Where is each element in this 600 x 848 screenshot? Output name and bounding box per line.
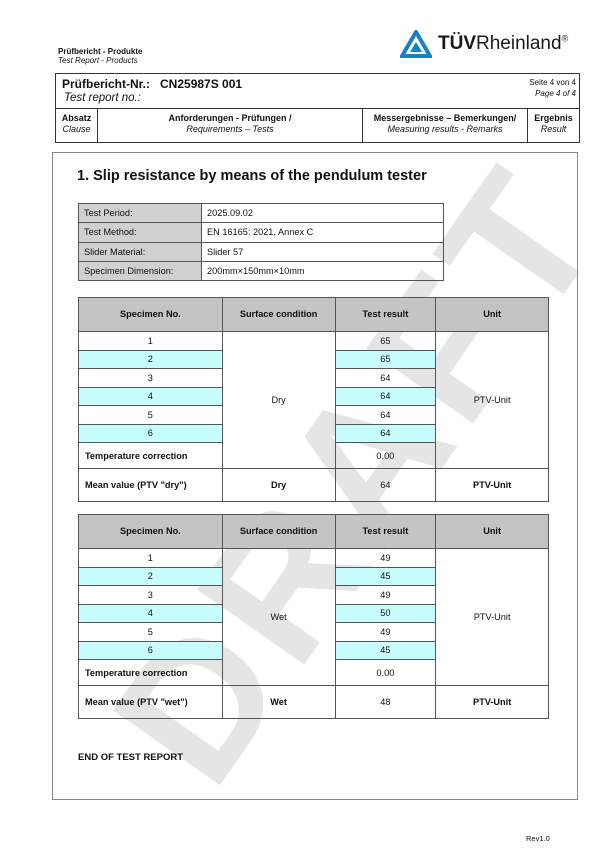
- page-indicator: Seite 4 von 4 Page 4 of 4: [529, 78, 576, 98]
- mean-condition: Dry: [221, 468, 336, 502]
- col-results: Messergebnisse – Bemerkungen/Measuring r…: [363, 109, 528, 142]
- table-row: 1 Dry 65 PTV-Unit: [78, 331, 549, 469]
- test-info-table: Test Period: 2025.09.02 Test Method: EN 16…: [78, 202, 444, 282]
- test-result: 50: [334, 603, 437, 623]
- test-result: 49: [334, 585, 437, 605]
- specimen-no: 5: [78, 622, 223, 642]
- temp-label: Temperature correction: [78, 659, 223, 686]
- col-clause: Absatz Clause: [56, 109, 98, 142]
- column-header: Specimen No.: [78, 514, 223, 549]
- specimen-no: 1: [78, 548, 223, 568]
- dry-results-table: Specimen No. Surface condition Test result…: [78, 297, 549, 502]
- table-row: 5 64: [78, 405, 549, 425]
- content-box: [52, 152, 578, 800]
- test-result: 64: [334, 423, 437, 443]
- test-result: 64: [334, 368, 437, 388]
- mean-value: 64: [334, 468, 437, 502]
- report-header-box: Prüfbericht-Nr.: CN25987S 001 Test report…: [55, 73, 580, 143]
- mean-value: 48: [334, 685, 437, 719]
- mean-condition: Wet: [221, 685, 336, 719]
- temp-value: 0.00: [334, 659, 437, 686]
- table-row: 5 49: [78, 622, 549, 642]
- end-of-report: END OF TEST REPORT: [78, 752, 184, 763]
- specimen-no: 2: [78, 349, 223, 369]
- specimen-no: 3: [78, 585, 223, 605]
- table-row: 2 65: [78, 349, 549, 369]
- column-header: Surface condition: [221, 297, 336, 332]
- info-row: Slider Material: Slider 57: [78, 241, 444, 262]
- report-no-label: Prüfbericht-Nr.:: [62, 77, 151, 91]
- mean-label: Mean value (PTV "dry"): [78, 468, 223, 502]
- specimen-no: 6: [78, 423, 223, 443]
- column-header: Test result: [334, 514, 437, 549]
- table-row: 2 45: [78, 566, 549, 586]
- test-result: 49: [334, 622, 437, 642]
- column-header: Unit: [435, 514, 549, 549]
- info-row: Specimen Dimension: 200mm×150mm×10mm: [78, 260, 444, 282]
- mean-unit: PTV-Unit: [435, 468, 549, 502]
- info-row: Test Method: EN 16165: 2021, Annex C: [78, 222, 444, 243]
- document-type: Prüfbericht - Produkte Test Report - Pro…: [58, 47, 142, 65]
- temperature-row: Temperature correction 0.00: [78, 442, 549, 469]
- table-header: Specimen No. Surface condition Test result…: [78, 297, 549, 332]
- column-header: Test result: [334, 297, 437, 332]
- specimen-no: 5: [78, 405, 223, 425]
- column-header: Surface condition: [221, 514, 336, 549]
- section-title: 1. Slip resistance by means of the pendu…: [77, 168, 427, 184]
- specimen-no: 6: [78, 640, 223, 660]
- mean-label: Mean value (PTV "wet"): [78, 685, 223, 719]
- col-verdict: Ergebnis Result: [534, 113, 573, 134]
- temperature-row: Temperature correction 0.00: [78, 659, 549, 686]
- report-no-label-en: Test report no.:: [64, 92, 141, 104]
- surface-condition: Wet: [221, 548, 336, 686]
- table-row: 1 Wet 49 PTV-Unit: [78, 548, 549, 686]
- test-result: 65: [334, 331, 437, 351]
- test-result: 45: [334, 566, 437, 586]
- doc-type-en: Test Report - Products: [58, 56, 138, 65]
- test-result: 49: [334, 548, 437, 568]
- test-result: 65: [334, 349, 437, 369]
- specimen-no: 2: [78, 566, 223, 586]
- test-result: 64: [334, 386, 437, 406]
- mean-row: Mean value (PTV "dry") Dry 64 PTV-Unit: [78, 468, 549, 502]
- column-header: Specimen No.: [78, 297, 223, 332]
- column-header: Unit: [435, 297, 549, 332]
- doc-type-de: Prüfbericht - Produkte: [58, 47, 143, 56]
- temp-value: 0.00: [334, 442, 437, 469]
- table-row: 3 49: [78, 585, 549, 605]
- test-result: 45: [334, 640, 437, 660]
- col-requirements: Anforderungen - Prüfungen / Requirements …: [98, 109, 363, 142]
- mean-unit: PTV-Unit: [435, 685, 549, 719]
- report-number: CN25987S 001: [160, 77, 243, 91]
- revision: Rev1.0: [526, 834, 550, 843]
- table-header: Specimen No. Surface condition Test result…: [78, 514, 549, 549]
- table-row: 6 64: [78, 423, 549, 443]
- table-row: 4 64: [78, 386, 549, 406]
- table-row: 4 50: [78, 603, 549, 623]
- temp-label: Temperature correction: [78, 442, 223, 469]
- unit: PTV-Unit: [435, 548, 549, 686]
- specimen-no: 1: [78, 331, 223, 351]
- table-row: 6 45: [78, 640, 549, 660]
- info-row: Test Period: 2025.09.02: [78, 202, 444, 224]
- tuv-logo: TÜVRheinland®: [400, 30, 568, 58]
- test-result: 64: [334, 405, 437, 425]
- specimen-no: 4: [78, 386, 223, 406]
- tuv-triangle-icon: [400, 30, 432, 58]
- specimen-no: 4: [78, 603, 223, 623]
- mean-row: Mean value (PTV "wet") Wet 48 PTV-Unit: [78, 685, 549, 719]
- surface-condition: Dry: [221, 331, 336, 469]
- unit: PTV-Unit: [435, 331, 549, 469]
- wet-results-table: Specimen No. Surface condition Test result…: [78, 514, 549, 719]
- specimen-no: 3: [78, 368, 223, 388]
